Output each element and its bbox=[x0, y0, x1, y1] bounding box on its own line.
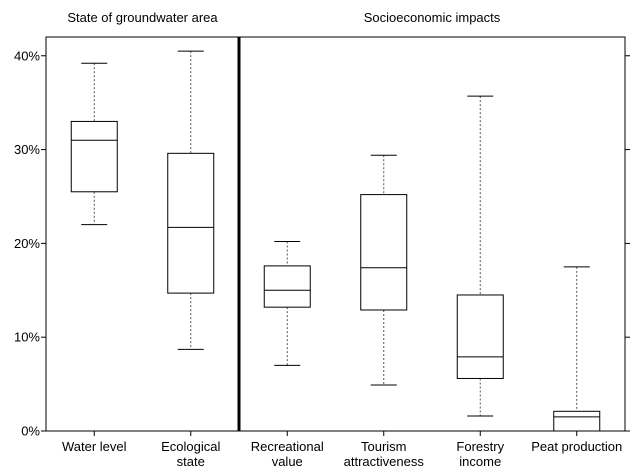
group-label: Socioeconomic impacts bbox=[364, 10, 501, 25]
iqr-box bbox=[70, 120, 118, 193]
group-labels: State of groundwater area Socioeconomic i… bbox=[67, 10, 500, 25]
x-tick-label: Tourism bbox=[361, 439, 407, 454]
plot-frame bbox=[45, 36, 626, 432]
y-tick-label: 20% bbox=[14, 236, 40, 251]
iqr-box bbox=[360, 194, 408, 311]
y-tick-label: 10% bbox=[14, 330, 40, 345]
y-tick-label: 40% bbox=[14, 48, 40, 63]
iqr-box bbox=[553, 410, 601, 432]
x-tick-label: Water level bbox=[62, 439, 127, 454]
box-item bbox=[360, 154, 408, 386]
x-tick-label: value bbox=[272, 454, 303, 469]
box-item bbox=[167, 50, 215, 350]
box-item bbox=[70, 62, 118, 226]
box-item bbox=[263, 241, 311, 366]
box-item bbox=[456, 95, 504, 417]
iqr-box bbox=[167, 152, 215, 294]
x-tick-label: attractiveness bbox=[344, 454, 425, 469]
plot-border bbox=[45, 36, 626, 432]
x-tick-label: state bbox=[177, 454, 205, 469]
x-tick-label: Forestry bbox=[456, 439, 504, 454]
group-label: State of groundwater area bbox=[67, 10, 218, 25]
x-tick-label: Recreational bbox=[251, 439, 324, 454]
box-item bbox=[553, 266, 601, 432]
iqr-box bbox=[263, 265, 311, 308]
y-tick-label: 30% bbox=[14, 142, 40, 157]
x-tick-label: Ecological bbox=[161, 439, 220, 454]
boxes bbox=[70, 50, 601, 432]
axes: 0% 10% 20% 30% 40% Water level Ecologicalstate… bbox=[14, 48, 630, 469]
y-tick-label: 0% bbox=[21, 424, 40, 439]
iqr-box bbox=[456, 294, 504, 379]
x-tick-label: Peat production bbox=[531, 439, 622, 454]
x-tick-label: income bbox=[459, 454, 501, 469]
